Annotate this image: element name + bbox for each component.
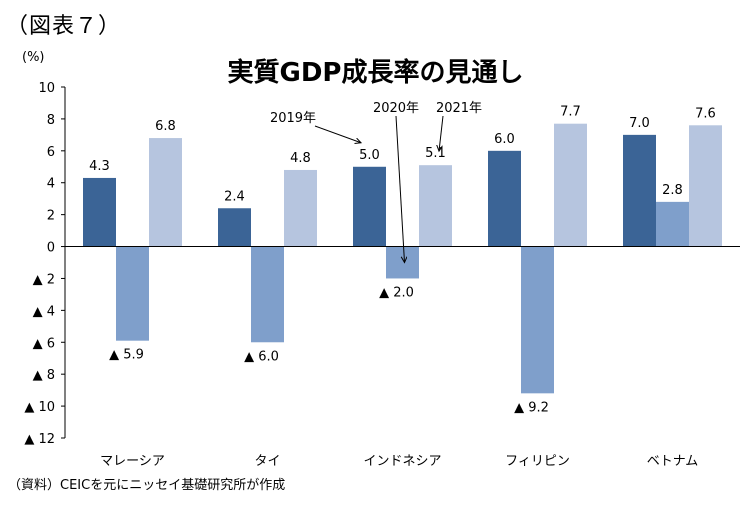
y-tick-label: ▲ 6 [33, 336, 55, 351]
y-tick-label: 4 [47, 177, 55, 192]
bar-2019年-インドネシア [353, 166, 386, 247]
bar-2021年-タイ [284, 169, 317, 247]
series-name-label: 2019年 [270, 111, 316, 126]
y-tick-label: ▲ 10 [24, 400, 55, 415]
bar-2021年-フィリピン [554, 123, 587, 247]
data-label: 7.7 [560, 105, 581, 120]
category-label: インドネシア [363, 454, 441, 469]
bar-2019年-フィリピン [488, 150, 521, 247]
y-axis-unit: (%) [22, 50, 45, 65]
category-label: ベトナム [647, 454, 699, 469]
bars-layer [83, 123, 722, 394]
labels-layer: 4.3 ▲ 5.9 6.8 マレーシア 2.4 ▲ 6.0 4.8 タイ 5.0 ▲ 2.0 5.1… [89, 105, 716, 469]
category-label: マレーシア [100, 454, 165, 469]
y-tick-label: ▲ 8 [33, 368, 55, 383]
figure-label: （図表７） [6, 14, 122, 39]
bar-2020年-フィリピン [521, 246, 554, 394]
y-tick-label: 2 [47, 209, 55, 224]
data-label: 2.4 [224, 189, 245, 204]
axes-layer: 10 8 6 4 2 0 ▲ 2 ▲ 4 ▲ 6 ▲ 8 ▲ 10 ▲ 12 [24, 81, 740, 447]
y-tick-label: ▲ 12 [24, 432, 55, 447]
bar-2021年-ベトナム [689, 125, 722, 247]
data-label: 5.0 [359, 148, 380, 163]
bar-2020年-マレーシア [116, 246, 149, 341]
category-label: タイ [254, 454, 280, 469]
callout-arrow [439, 115, 444, 151]
y-tick-label: ▲ 2 [33, 272, 55, 287]
bar-2019年-マレーシア [83, 177, 116, 247]
data-label: 5.1 [425, 146, 446, 161]
y-tick-label: 10 [38, 81, 55, 96]
data-label: 4.3 [89, 159, 110, 174]
y-tick-label: ▲ 4 [33, 304, 55, 319]
chart-title: 実質GDP成長率の見通し [227, 58, 524, 88]
data-label: 4.8 [290, 151, 311, 166]
series-callouts: 2019年 2020年 2021年 [270, 101, 482, 263]
bar-2020年-タイ [251, 246, 284, 343]
data-label: 7.0 [629, 116, 650, 131]
bar-2021年-インドネシア [419, 165, 452, 247]
series-name-label: 2020年 [373, 101, 419, 116]
callout-arrow [395, 115, 405, 263]
category-label: フィリピン [505, 454, 570, 469]
data-label: 2.8 [662, 183, 683, 198]
data-label: ▲ 6.0 [244, 349, 279, 364]
bar-2019年-タイ [218, 208, 251, 247]
data-label: 6.8 [155, 119, 176, 134]
data-label: 6.0 [494, 132, 515, 147]
data-label: ▲ 9.2 [514, 400, 549, 415]
y-tick-label: 8 [47, 113, 55, 128]
bar-2021年-マレーシア [149, 138, 182, 247]
source-note: （資料）CEICを元にニッセイ基礎研究所が作成 [8, 478, 286, 493]
series-name-label: 2021年 [436, 101, 482, 116]
callout-arrow [314, 125, 361, 143]
y-tick-label: 0 [47, 241, 55, 256]
data-label: 7.6 [695, 106, 716, 121]
y-tick-label: 6 [47, 145, 55, 160]
data-label: ▲ 2.0 [379, 285, 414, 300]
bar-2020年-ベトナム [656, 201, 689, 247]
data-label: ▲ 5.9 [109, 348, 144, 363]
bar-2020年-インドネシア [386, 246, 419, 279]
bar-2019年-ベトナム [623, 134, 656, 247]
